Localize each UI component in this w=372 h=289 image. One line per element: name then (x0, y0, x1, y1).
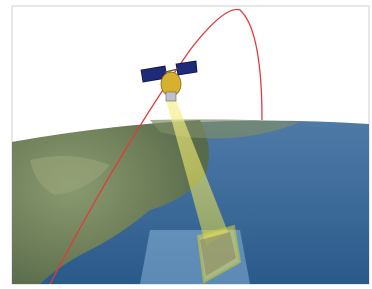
page (0, 0, 372, 289)
sensor (166, 92, 176, 101)
scene (0, 0, 372, 289)
